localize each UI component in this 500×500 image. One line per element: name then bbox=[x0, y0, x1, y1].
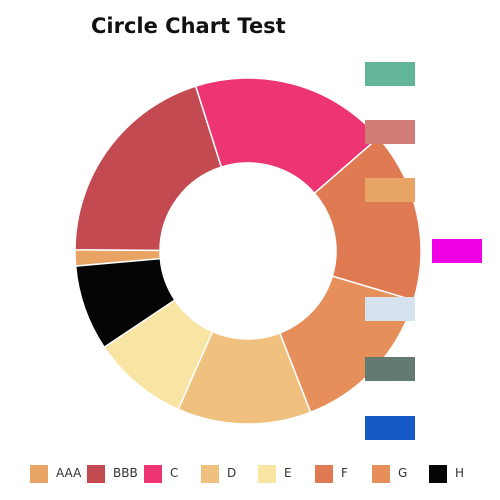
legend-label: BBB bbox=[113, 466, 138, 480]
legend-item-aaa[interactable]: AAA bbox=[30, 464, 87, 486]
legend-label: F bbox=[341, 466, 348, 480]
legend-label: D bbox=[227, 466, 237, 480]
color-bar-6 bbox=[365, 357, 415, 381]
legend-swatch bbox=[201, 465, 219, 483]
legend-label: H bbox=[455, 466, 465, 480]
color-bar-3 bbox=[365, 178, 415, 202]
pie-slice-bbb[interactable] bbox=[74, 85, 223, 252]
legend-swatch bbox=[372, 465, 390, 483]
legend-label: E bbox=[284, 466, 292, 480]
legend-swatch bbox=[87, 465, 105, 483]
legend-item-f[interactable]: F bbox=[315, 464, 372, 486]
color-bar-4 bbox=[432, 239, 482, 263]
legend-swatch bbox=[144, 465, 162, 483]
legend-swatch bbox=[429, 465, 447, 483]
legend-label: AAA bbox=[56, 466, 82, 480]
legend-label: C bbox=[170, 466, 179, 480]
legend-item-c[interactable]: C bbox=[144, 464, 201, 486]
legend-item-bbb[interactable]: BBB bbox=[87, 464, 144, 486]
color-bar-1 bbox=[365, 62, 415, 86]
legend: AAA BBB C D E F G H bbox=[30, 464, 500, 486]
legend-swatch bbox=[30, 465, 48, 483]
legend-item-h[interactable]: H bbox=[429, 464, 486, 486]
legend-swatch bbox=[315, 465, 333, 483]
legend-swatch bbox=[258, 465, 276, 483]
legend-item-d[interactable]: D bbox=[201, 464, 258, 486]
pie-slice-h[interactable] bbox=[74, 257, 176, 349]
legend-item-g[interactable]: G bbox=[372, 464, 429, 486]
color-bar-2 bbox=[365, 120, 415, 144]
color-bar-5 bbox=[365, 297, 415, 321]
legend-item-e[interactable]: E bbox=[258, 464, 315, 486]
color-bar-7 bbox=[365, 416, 415, 440]
chart-title: Circle Chart Test bbox=[91, 14, 286, 38]
legend-label: G bbox=[398, 466, 408, 480]
